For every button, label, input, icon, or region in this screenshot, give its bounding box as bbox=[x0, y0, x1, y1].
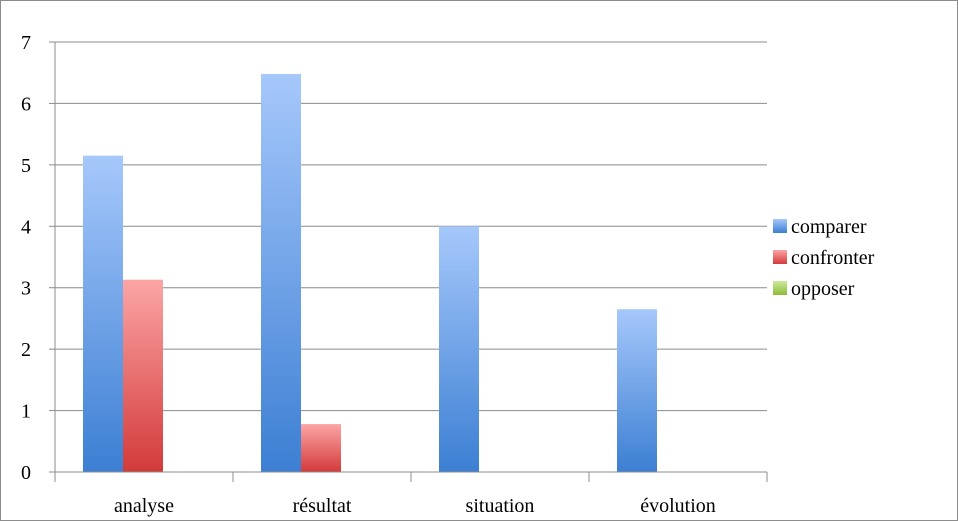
axes bbox=[49, 41, 768, 482]
y-tick-label: 6 bbox=[21, 93, 31, 115]
legend-swatch-comparer bbox=[773, 219, 787, 233]
legend-label-opposer: opposer bbox=[791, 278, 855, 300]
y-tick-label: 1 bbox=[21, 401, 31, 423]
y-tick-labels: 0 1 2 3 4 5 6 7 bbox=[21, 32, 31, 484]
y-tick-label: 7 bbox=[21, 32, 31, 54]
y-tick-label: 5 bbox=[21, 155, 31, 177]
x-tick-labels: analyse résultat situation évolution bbox=[114, 495, 716, 517]
y-tick-label: 4 bbox=[21, 216, 31, 238]
legend-swatch-confronter bbox=[773, 250, 787, 264]
x-tick-label: évolution bbox=[640, 495, 716, 517]
bar-comparer-analyse bbox=[83, 155, 123, 472]
legend-label-confronter: confronter bbox=[791, 247, 875, 269]
y-tick-label: 0 bbox=[21, 462, 31, 484]
x-tick-label: situation bbox=[466, 495, 535, 517]
bar-confronter-analyse bbox=[123, 279, 163, 472]
bar-comparer-situation bbox=[439, 226, 479, 472]
legend-swatch-opposer bbox=[773, 281, 787, 295]
y-tick-label: 3 bbox=[21, 278, 31, 300]
bar-comparer-résultat bbox=[261, 73, 301, 472]
legend: comparer confronter opposer bbox=[773, 216, 875, 300]
x-tick-label: résultat bbox=[293, 495, 352, 517]
x-tick-label: analyse bbox=[114, 495, 174, 517]
y-tick-label: 2 bbox=[21, 339, 31, 361]
legend-label-comparer: comparer bbox=[791, 216, 867, 238]
bars bbox=[83, 73, 657, 472]
bar-confronter-résultat bbox=[301, 424, 341, 472]
bar-comparer-évolution bbox=[617, 309, 657, 472]
